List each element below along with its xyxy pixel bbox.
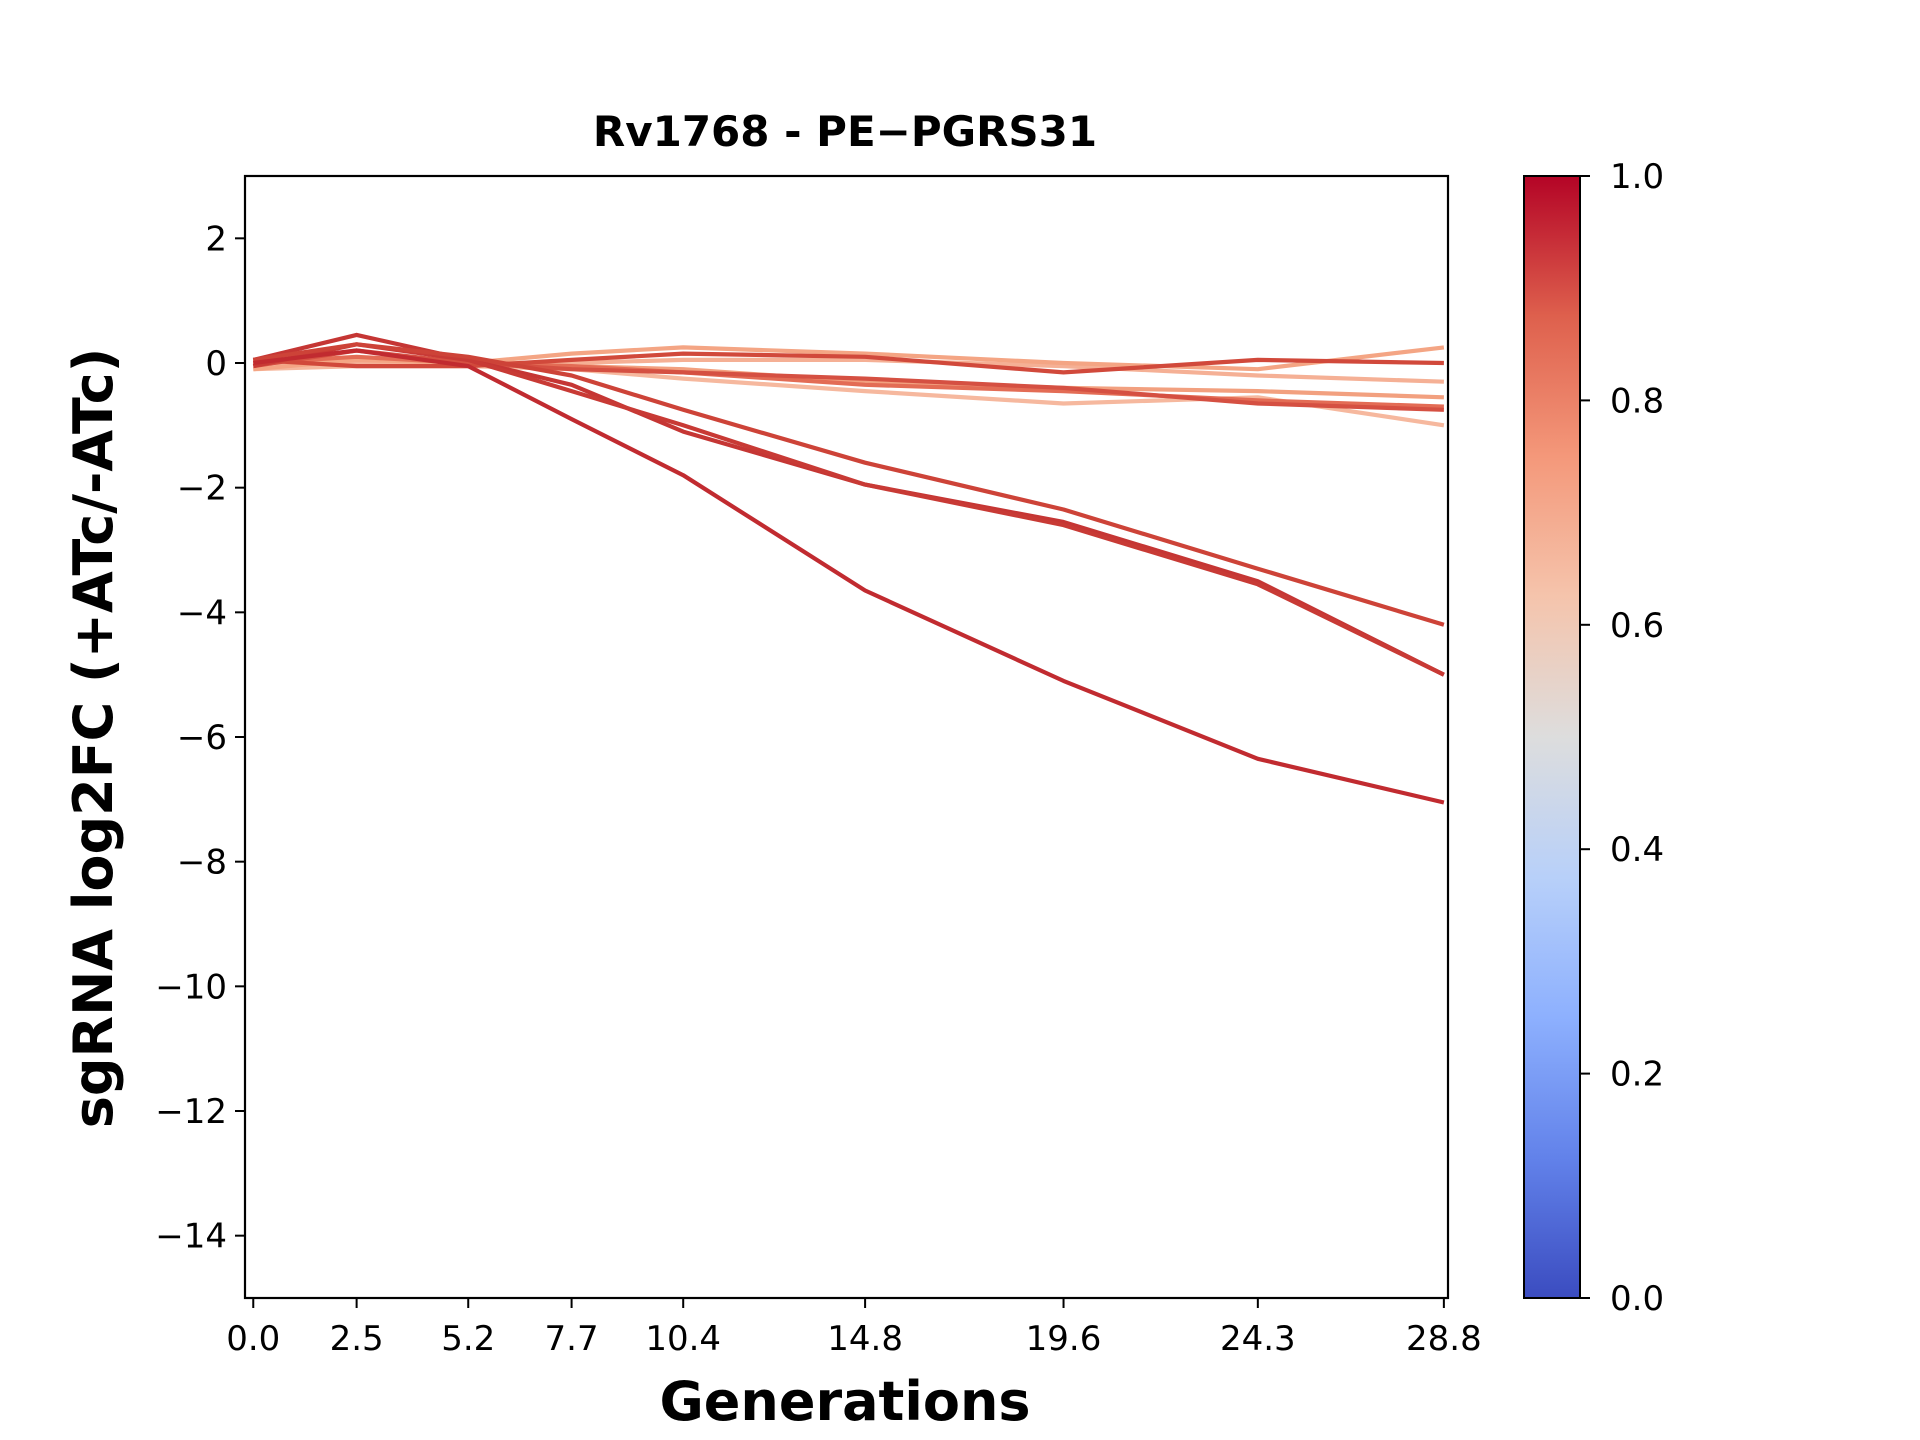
colorbar-tick-label: 0.4 xyxy=(1610,830,1664,870)
y-axis-title: sgRNA log2FC (+ATc/-ATc) xyxy=(62,348,125,1129)
colorbar-tick-label: 0.6 xyxy=(1610,606,1664,646)
x-tick-label: 10.4 xyxy=(645,1319,721,1359)
x-tick-label: 0.0 xyxy=(226,1319,280,1359)
y-tick-label: −6 xyxy=(177,718,227,758)
y-tick-label: 0 xyxy=(205,344,227,384)
series-line-2 xyxy=(252,342,1445,627)
colorbar-tick-label: 0.2 xyxy=(1610,1055,1664,1095)
y-tick-label: −10 xyxy=(155,967,227,1007)
series-line-3 xyxy=(252,342,1445,677)
series-layer xyxy=(252,332,1445,805)
y-tick-label: 2 xyxy=(205,219,227,259)
x-tick-label: 7.7 xyxy=(545,1319,599,1359)
colorbar-tick-label: 1.0 xyxy=(1610,157,1664,197)
colorbar-tick-label: 0.0 xyxy=(1610,1279,1664,1319)
y-tick-label: −4 xyxy=(177,593,227,633)
y-tick-label: −2 xyxy=(177,469,227,509)
chart-title: Rv1768 - PE−PGRS31 xyxy=(593,107,1097,156)
series-line-1 xyxy=(253,348,1445,805)
colorbar-axis: 1.0 0.8 0.6 0.4 0.2 0.0 xyxy=(1580,157,1664,1319)
y-tick-label: −12 xyxy=(155,1092,227,1132)
x-tick-label: 2.5 xyxy=(330,1319,384,1359)
x-axis-title: Generations xyxy=(659,1370,1030,1433)
x-tick-label: 14.8 xyxy=(827,1319,903,1359)
x-tick-label: 24.3 xyxy=(1220,1319,1296,1359)
x-tick-label: 28.8 xyxy=(1406,1319,1482,1359)
x-axis: 0.0 2.5 5.2 7.7 10.4 14.8 19.6 24.3 28.8 xyxy=(226,1298,1482,1359)
x-tick-label: 5.2 xyxy=(441,1319,495,1359)
colorbar xyxy=(1523,175,1581,1299)
y-axis: 2 0 −2 −4 −6 −8 −10 −12 −14 xyxy=(155,219,245,1257)
y-tick-label: −14 xyxy=(155,1217,227,1257)
series-line-4 xyxy=(252,332,1445,677)
series-line-5 xyxy=(253,351,1444,375)
y-tick-label: −8 xyxy=(177,843,227,883)
x-tick-label: 19.6 xyxy=(1026,1319,1102,1359)
colorbar-tick-label: 0.8 xyxy=(1610,381,1664,421)
plot-frame xyxy=(243,174,1450,1300)
